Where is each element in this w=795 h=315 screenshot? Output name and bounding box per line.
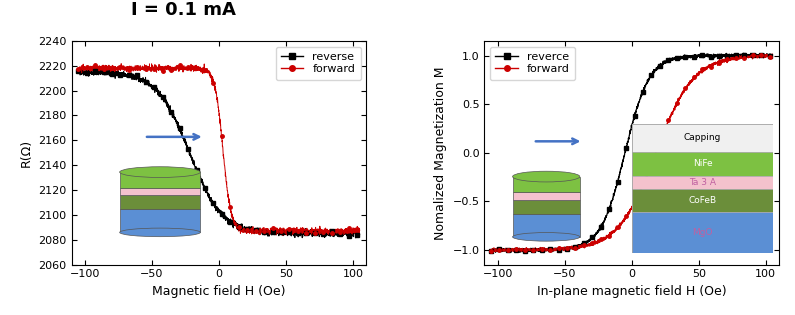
Text: I = 0.1 mA: I = 0.1 mA (131, 1, 236, 19)
Y-axis label: Nomalized Magnetization M: Nomalized Magnetization M (434, 66, 447, 239)
X-axis label: In-plane magnetic field H (Oe): In-plane magnetic field H (Oe) (537, 285, 727, 298)
Legend: reverce, forward: reverce, forward (490, 47, 575, 80)
X-axis label: Magnetic field H (Oe): Magnetic field H (Oe) (152, 285, 285, 298)
Legend: reverse, forward: reverse, forward (276, 47, 361, 80)
Y-axis label: R(Ω): R(Ω) (20, 139, 33, 167)
